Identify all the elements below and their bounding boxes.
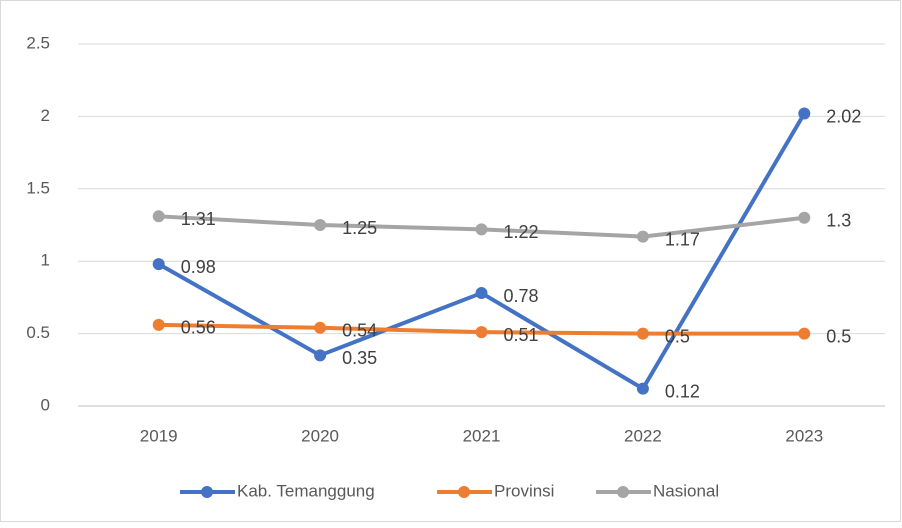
- data-point: [798, 327, 811, 340]
- y-tick-label: 2: [41, 106, 50, 125]
- data-label: 0.78: [504, 286, 539, 306]
- legend-label: Provinsi: [494, 481, 554, 500]
- data-point: [636, 382, 649, 395]
- legend-label: Kab. Temanggung: [237, 481, 375, 500]
- y-tick-label: 0: [41, 395, 50, 414]
- data-point: [636, 230, 649, 243]
- y-tick-label: 2.5: [26, 33, 50, 52]
- data-point: [314, 349, 327, 362]
- x-tick-label: 2019: [140, 426, 178, 445]
- data-label: 2.02: [826, 106, 861, 126]
- data-label: 1.31: [181, 209, 216, 229]
- data-label: 1.22: [504, 222, 539, 242]
- data-label: 0.56: [181, 318, 216, 338]
- x-tick-label: 2023: [785, 426, 823, 445]
- data-label: 0.35: [342, 348, 377, 368]
- data-point: [475, 287, 488, 300]
- data-label: 0.5: [826, 326, 851, 346]
- legend-label: Nasional: [653, 481, 719, 500]
- data-label: 1.3: [826, 211, 851, 231]
- data-point: [152, 318, 165, 331]
- data-label: 0.5: [665, 326, 690, 346]
- x-tick-label: 2021: [463, 426, 501, 445]
- data-point: [475, 223, 488, 236]
- data-point: [314, 321, 327, 334]
- y-tick-label: 1.5: [26, 178, 50, 197]
- data-label: 0.12: [665, 381, 700, 401]
- x-tick-label: 2020: [301, 426, 339, 445]
- data-label: 0.54: [342, 321, 377, 341]
- data-label: 0.51: [504, 325, 539, 345]
- legend-marker: [201, 486, 213, 498]
- legend-marker: [458, 486, 470, 498]
- legend-marker: [617, 486, 629, 498]
- data-point: [152, 258, 165, 271]
- data-label: 1.17: [665, 229, 700, 249]
- data-point: [798, 211, 811, 224]
- data-label: 1.25: [342, 218, 377, 238]
- data-point: [152, 210, 165, 223]
- data-point: [314, 219, 327, 231]
- data-label: 0.98: [181, 257, 216, 277]
- data-point: [475, 326, 488, 339]
- data-point: [636, 327, 649, 340]
- y-tick-label: 0.5: [26, 323, 50, 342]
- y-tick-label: 1: [41, 251, 50, 270]
- x-tick-label: 2022: [624, 426, 662, 445]
- data-point: [798, 107, 811, 120]
